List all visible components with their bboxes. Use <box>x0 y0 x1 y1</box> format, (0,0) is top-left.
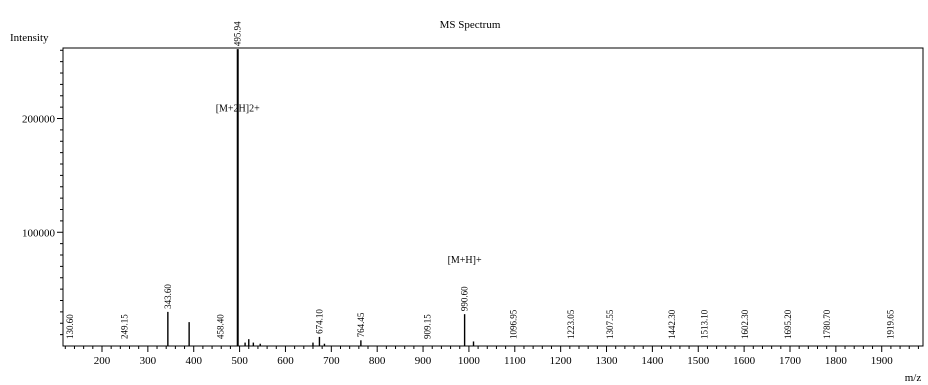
x-tick-label: 1700 <box>779 355 802 367</box>
peak-labels: 130.60 249.15 343.60 458.40 495.94 674.10 764.… <box>65 21 896 339</box>
x-tick-label: 1200 <box>550 355 573 367</box>
peak-label: 249.15 <box>120 314 130 339</box>
peak-label: 1695.20 <box>783 309 793 339</box>
x-tick-label: 1000 <box>458 355 481 367</box>
peak-label: 1442.30 <box>667 309 677 339</box>
y-axis: 100000 200000 <box>22 49 63 336</box>
peak-label: 674.10 <box>314 309 324 334</box>
peak-label: 1307.55 <box>605 309 615 339</box>
x-tick-label: 1300 <box>596 355 619 367</box>
peak-label: 1602.30 <box>740 309 750 339</box>
x-tick-label: 400 <box>185 355 202 367</box>
y-axis-label: Intensity <box>10 32 49 44</box>
peak-label: 1919.65 <box>886 309 896 339</box>
peak-label: 764.45 <box>356 312 366 337</box>
y-tick-label: 100000 <box>22 227 56 239</box>
x-axis-label: m/z <box>905 372 922 384</box>
x-tick-label: 1100 <box>504 355 526 367</box>
plot-frame <box>62 47 924 347</box>
peak-label: 343.60 <box>163 284 173 309</box>
ion-annotation: [M+2H]2+ <box>216 104 260 115</box>
x-tick-label: 800 <box>369 355 386 367</box>
peak-label: 458.40 <box>216 314 226 339</box>
x-tick-label: 500 <box>231 355 248 367</box>
peak-label: 1223.05 <box>566 309 576 339</box>
peak-label: 1780.70 <box>822 309 832 339</box>
peak-label: 1513.10 <box>699 309 709 339</box>
peak-label: 909.15 <box>422 314 432 339</box>
x-tick-label: 700 <box>323 355 340 367</box>
x-tick-label: 200 <box>94 355 111 367</box>
x-tick-label: 1800 <box>825 355 848 367</box>
chart-title: MS Spectrum <box>440 19 501 31</box>
x-axis: 200 300 400 500 600 700 800 900 1000 1100 1200 1300… <box>64 346 919 367</box>
x-tick-label: 900 <box>415 355 432 367</box>
x-tick-label: 1600 <box>733 355 756 367</box>
y-tick-label: 200000 <box>22 114 56 126</box>
ion-annotation: [M+H]+ <box>448 255 482 266</box>
peak-label: 130.60 <box>65 314 75 339</box>
annotations: [M+2H]2+ [M+H]+ <box>216 104 482 266</box>
x-tick-label: 1900 <box>871 355 894 367</box>
peak-label: 990.60 <box>460 286 470 311</box>
peak-label: 1096.95 <box>508 309 518 339</box>
peaks <box>167 49 475 346</box>
x-tick-label: 1500 <box>687 355 710 367</box>
peak-label: 495.94 <box>233 21 243 46</box>
x-tick-label: 1400 <box>641 355 664 367</box>
x-tick-label: 300 <box>140 355 157 367</box>
x-tick-label: 600 <box>277 355 294 367</box>
